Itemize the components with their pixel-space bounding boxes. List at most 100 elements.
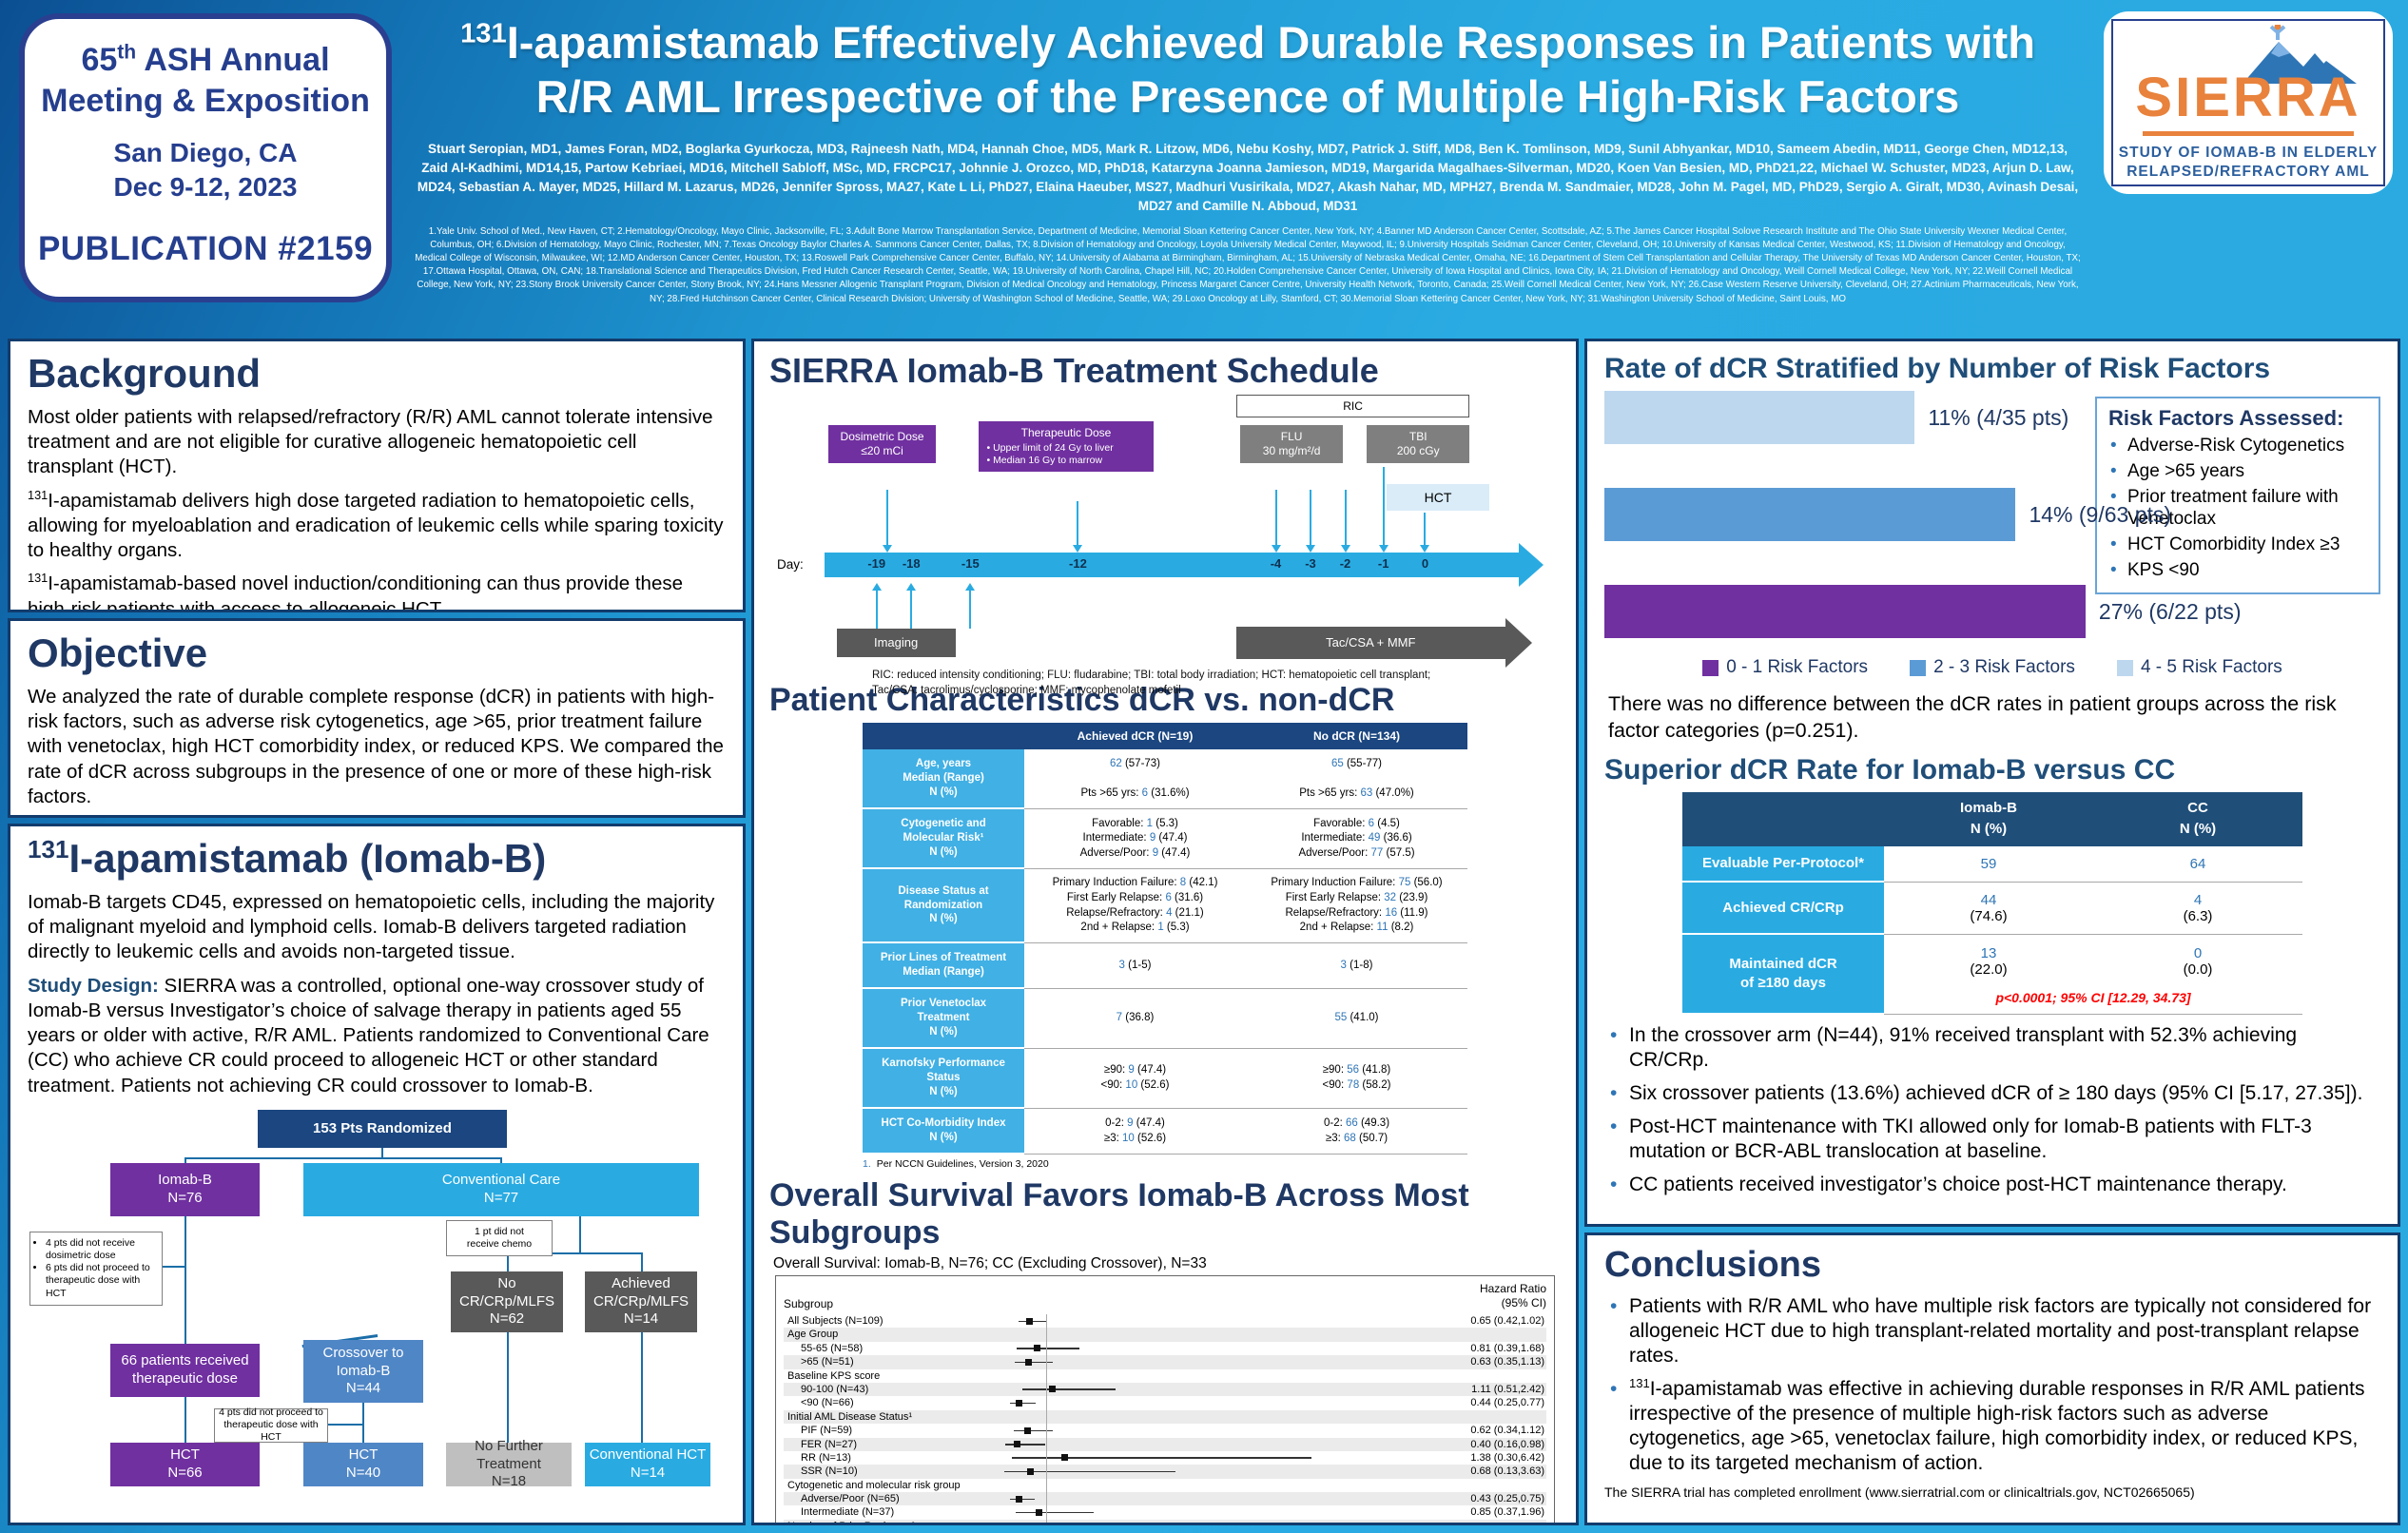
iomab-text: Iomab-B targets CD45, expressed on hemat… bbox=[28, 891, 715, 963]
patient-table-row-label: Prior Lines of Treatment Median (Range) bbox=[863, 943, 1024, 989]
label-line: N (%) bbox=[929, 845, 958, 858]
dcr-table-cell-cc: 0 (0.0) bbox=[2183, 945, 2213, 979]
flow-node-line: No Further Treatment bbox=[475, 1437, 543, 1472]
conclusion-bullet: Patients with R/R AML who have multiple … bbox=[1604, 1294, 2380, 1368]
flow-node-line: N=40 bbox=[345, 1464, 381, 1481]
schedule-down-arrow bbox=[1382, 467, 1385, 545]
patient-table-row: Prior Venetoclax Treatment N (%) 7 (36.8) 55… bbox=[863, 989, 1467, 1049]
value-line: Relapse/Refractory: 4 (21.1) bbox=[1066, 906, 1204, 919]
flow-node-line: Achieved bbox=[612, 1274, 670, 1291]
timeline-arrowhead bbox=[1519, 543, 1544, 587]
patient-table-cell-dcr: 0-2: 9 (47.4) ≥3: 10 (52.6) bbox=[1024, 1109, 1246, 1155]
flow-connector bbox=[326, 1423, 362, 1426]
conclusions-heading: Conclusions bbox=[1604, 1245, 1822, 1285]
dcr-bar-chart: Risk Factors Assessed: Adverse-Risk Cyto… bbox=[1604, 391, 2380, 650]
forest-data-row: SSR (N=10) 0.68 (0.13,3.63) bbox=[784, 1465, 1546, 1479]
authors: Stuart Seropian, MD1, James Foran, MD2, … bbox=[417, 141, 2079, 214]
schedule-up-arrowhead bbox=[965, 583, 976, 591]
dcr-table-colheader-cc: CC N (%) bbox=[2093, 791, 2302, 846]
flow-node-hct-crossover: HCT N=40 bbox=[303, 1442, 423, 1486]
label-line: Maintained dCR bbox=[1729, 956, 1837, 973]
risk-factor-item: HCT Comorbidity Index ≥3 bbox=[2108, 534, 2367, 556]
schedule-down-arrowhead bbox=[1306, 545, 1315, 553]
conference-name-line1: 65th ASH Annual bbox=[81, 41, 330, 78]
value-line: Intermediate: 9 (47.4) bbox=[1082, 832, 1188, 844]
patient-table-cell-nodcr: ≥90: 56 (41.8) <90: 78 (58.2) bbox=[1246, 1049, 1467, 1109]
crossover-bullet: CC patients received investigator’s choi… bbox=[1604, 1173, 2380, 1197]
objective-heading: Objective bbox=[28, 631, 208, 675]
flow-node-conventional-hct: Conventional HCT N=14 bbox=[585, 1442, 710, 1486]
forest-point bbox=[1036, 1508, 1043, 1516]
label-line: Randomization bbox=[903, 899, 983, 911]
forest-data-row: Adverse/Poor (N=65) 0.43 (0.25,0.75) bbox=[784, 1492, 1546, 1506]
patient-table-cell-dcr: Favorable: 1 (5.3) Intermediate: 9 (47.4)… bbox=[1024, 809, 1246, 869]
forest-row-label: Number of Prior Regimens² bbox=[787, 1520, 915, 1523]
background-paragraph: 131I-apamistamab delivers high dose targ… bbox=[28, 487, 724, 562]
flow-node-cc-note: 1 pt did not receive chemo bbox=[446, 1219, 553, 1256]
risk-factor-item: Adverse-Risk Cytogenetics bbox=[2108, 435, 2367, 457]
forest-row-label: Adverse/Poor (N=65) bbox=[801, 1493, 900, 1505]
flow-node-line: N=14 bbox=[623, 1310, 659, 1328]
day-tick-label: -2 bbox=[1339, 556, 1351, 571]
label-line: HCT Co-Morbidity Index bbox=[881, 1117, 1006, 1130]
flow-node-line: No CR/CRp/MLFS bbox=[458, 1274, 554, 1310]
iomab-section: 131I-apamistamab (Iomab-B) Iomab-B targe… bbox=[8, 824, 746, 1525]
publication-number: PUBLICATION #2159 bbox=[37, 229, 374, 267]
legend-item: 4 - 5 Risk Factors bbox=[2116, 657, 2282, 678]
patient-table-header: Achieved dCR (N=19) No dCR (N=134) bbox=[863, 723, 1467, 749]
patient-table-cell-dcr: 7 (36.8) bbox=[1024, 989, 1246, 1049]
iomab-heading: 131I-apamistamab (Iomab-B) bbox=[28, 835, 547, 881]
flow-note-item: 6 pts did not proceed to therapeutic dos… bbox=[46, 1262, 158, 1299]
forest-row-label: FER (N=27) bbox=[801, 1438, 857, 1450]
flow-connector bbox=[500, 1156, 502, 1163]
patient-table-cell-dcr: ≥90: 9 (47.4) <90: 10 (52.6) bbox=[1024, 1049, 1246, 1109]
forest-row-label: PIF (N=59) bbox=[801, 1425, 853, 1437]
schedule-down-arrow bbox=[1344, 490, 1347, 545]
header-line: N (%) bbox=[2179, 821, 2217, 838]
forest-row-label: Cytogenetic and molecular risk group bbox=[787, 1479, 961, 1491]
dcr-chart-heading: Rate of dCR Stratified by Number of Risk… bbox=[1604, 353, 2271, 384]
schedule-down-arrow bbox=[1077, 501, 1079, 545]
label-line: Treatment bbox=[917, 1012, 970, 1024]
forest-ci-line bbox=[1017, 1348, 1080, 1349]
objective-text: We analyzed the rate of durable complete… bbox=[28, 686, 724, 807]
risk-factor-item: Prior treatment failure with Venetoclax bbox=[2108, 486, 2367, 532]
patient-table-row: Disease Status at Randomization N (%) Prima… bbox=[863, 869, 1467, 943]
flow-connector bbox=[507, 1331, 509, 1443]
schedule-down-arrow bbox=[1310, 490, 1311, 545]
legend-item: 2 - 3 Risk Factors bbox=[1910, 657, 2075, 678]
conference-name-line2: Meeting & Exposition bbox=[41, 82, 370, 119]
study-design-label: Study Design: bbox=[28, 974, 159, 997]
value-line: 55 (41.0) bbox=[1334, 1012, 1379, 1024]
risk-factor-items: Adverse-Risk Cytogenetics Age >65 years Pr… bbox=[2108, 435, 2367, 582]
patient-table-cell-nodcr: Primary Induction Failure: 75 (56.0) Firs… bbox=[1246, 869, 1467, 943]
label-line: Cytogenetic and bbox=[901, 818, 986, 830]
value-line: Primary Induction Failure: 8 (42.1) bbox=[1052, 877, 1218, 889]
flow-connector bbox=[159, 1265, 185, 1268]
flow-node-crossover: Crossover to Iomab-B N=44 bbox=[303, 1339, 423, 1403]
value-line: Favorable: 1 (5.3) bbox=[1092, 817, 1178, 829]
background-heading: Background bbox=[28, 351, 262, 396]
background-section: Background Most older patients with rela… bbox=[8, 339, 746, 612]
forest-data-row: >65 (N=51) 0.63 (0.35,1.13) bbox=[784, 1355, 1546, 1369]
flow-connector bbox=[641, 1252, 643, 1271]
forest-point bbox=[1015, 1495, 1022, 1503]
label-line: N (%) bbox=[929, 1025, 958, 1038]
patient-table-cell-dcr: Primary Induction Failure: 8 (42.1) First… bbox=[1024, 869, 1246, 943]
patient-table-cell-nodcr: Favorable: 6 (4.5) Intermediate: 49 (36.6… bbox=[1246, 809, 1467, 869]
day-tick-label: -12 bbox=[1069, 556, 1087, 571]
flow-connector bbox=[362, 1402, 364, 1443]
flow-node-line: 1 pt did not bbox=[475, 1225, 524, 1237]
therapeutic-dose-box: Therapeutic Dose Upper limit of 24 Gy to… bbox=[979, 421, 1154, 473]
forest-rows: All Subjects (N=109) 0.65 (0.42,1.02) Age … bbox=[784, 1314, 1546, 1523]
patient-table-cell-nodcr: 0-2: 66 (49.3) ≥3: 68 (50.7) bbox=[1246, 1109, 1467, 1155]
schedule-footnote: RIC: reduced intensity conditioning; FLU… bbox=[872, 669, 1431, 696]
flow-node-line: 153 Pts Randomized bbox=[313, 1119, 452, 1136]
header-line: N (%) bbox=[1970, 821, 2008, 838]
logo-subtitle-1: STUDY OF IOMAB-B IN ELDERLY bbox=[2118, 145, 2379, 161]
flow-node-received: 66 patients received therapeutic dose bbox=[110, 1343, 260, 1397]
value-line: Primary Induction Failure: 75 (56.0) bbox=[1271, 877, 1443, 889]
forest-group-row: Initial AML Disease Status¹ bbox=[784, 1409, 1546, 1425]
patient-characteristics-table: Achieved dCR (N=19) No dCR (N=134) Age, ye… bbox=[863, 723, 1467, 1155]
